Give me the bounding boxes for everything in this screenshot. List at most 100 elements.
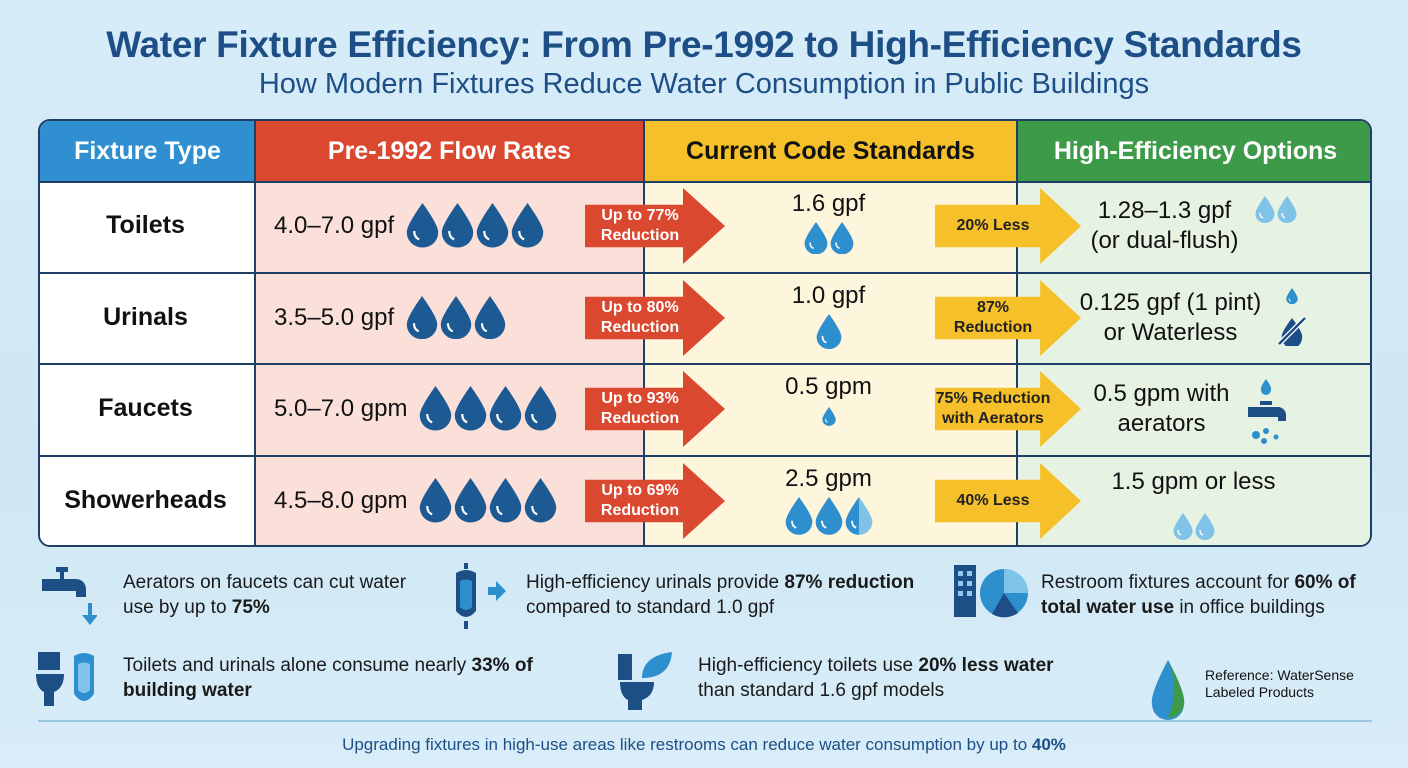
- drop-group: [804, 222, 854, 255]
- drop-group: [785, 497, 873, 535]
- water-drop-icon: [525, 478, 557, 523]
- arrow-text: Reduction: [600, 502, 680, 519]
- arrow-text: Up to 93%: [601, 390, 679, 407]
- divider: [254, 121, 256, 545]
- footer-divider: [38, 720, 1372, 722]
- fact-highlight: 75%: [231, 597, 270, 618]
- water-drop-icon: [785, 497, 812, 535]
- urinal-icon: [456, 563, 506, 629]
- he-value: aerators: [1117, 410, 1206, 437]
- header-fixture-type: Fixture Type: [40, 121, 255, 182]
- current-value: 2.5 gpm: [785, 465, 872, 492]
- water-drop-icon: [420, 386, 452, 431]
- current-value: 1.6 gpf: [791, 190, 866, 217]
- faucet-icon: [42, 567, 97, 625]
- fixture-name: Faucets: [98, 394, 193, 422]
- pre-value: 5.0–7.0 gpm: [274, 394, 408, 422]
- he-value: or Waterless: [1103, 319, 1238, 346]
- current-value: 0.5 gpm: [785, 373, 872, 400]
- fact-item: High-efficiency urinals provide 87% redu…: [526, 570, 936, 620]
- current-cell: 0.5 gpm: [642, 373, 1015, 433]
- he-cell: 1.28–1.3 gpf (or dual-flush): [1015, 196, 1372, 256]
- water-drop-icon: [455, 478, 487, 523]
- page-title: Water Fixture Efficiency: From Pre-1992 …: [106, 24, 1302, 65]
- divider: [40, 363, 1370, 365]
- water-drop-icon: [476, 203, 509, 248]
- fixture-name: Toilets: [106, 211, 185, 239]
- water-drop-icon: [1286, 288, 1298, 305]
- footer-note: Upgrading fixtures in high-use areas lik…: [0, 735, 1408, 755]
- water-drop-icon: [406, 203, 439, 248]
- reference-line: Reference: WaterSense: [1205, 667, 1354, 683]
- water-drop-icon: [440, 295, 472, 340]
- water-drop-icon: [455, 386, 487, 431]
- current-cell: 2.5 gpm: [642, 465, 1015, 542]
- arrow-text: Reduction: [600, 227, 680, 244]
- arrow-text: Reduction: [600, 319, 680, 336]
- water-drop-icon: [441, 203, 474, 248]
- building-pie-icon: [954, 565, 1028, 618]
- fixture-name: Showerheads: [64, 486, 227, 514]
- drop-group: [821, 407, 836, 426]
- arrow-text: Reduction: [600, 410, 680, 427]
- water-drop-icon: [406, 295, 438, 340]
- arrow-text: 75% Reduction: [935, 390, 1051, 407]
- water-drop-icon: [1255, 196, 1275, 223]
- arrow-text: Reduction: [953, 319, 1033, 336]
- water-drop-icon: [490, 386, 522, 431]
- water-drop-icon: [816, 314, 841, 350]
- arrow-text: 87%: [976, 299, 1010, 316]
- faucet-icon: [1247, 379, 1286, 444]
- arrow-text: Up to 69%: [601, 482, 679, 499]
- footer-highlight: 40%: [1031, 735, 1066, 754]
- fact-highlight: 33% of building water: [123, 655, 533, 701]
- fact-text: in office buildings: [1174, 597, 1325, 618]
- arrow-text: Up to 80%: [601, 299, 679, 316]
- current-cell: 1.0 gpf: [642, 282, 1015, 356]
- pre-value: 3.5–5.0 gpf: [274, 303, 395, 331]
- fact-highlight: 60% of total water use: [1041, 572, 1356, 618]
- page-subtitle: How Modern Fixtures Reduce Water Consump…: [258, 68, 1150, 100]
- current-cell: 1.6 gpf: [642, 190, 1015, 261]
- he-cell: 1.5 gpm or less: [1015, 467, 1372, 540]
- he-value: 0.5 gpm with: [1093, 380, 1230, 407]
- fact-text: compared to standard 1.0 gpf: [526, 597, 775, 618]
- reference-line: Labeled Products: [1205, 684, 1314, 700]
- fact-text: High-efficiency toilets use: [698, 655, 919, 676]
- water-drop-icon: [815, 497, 842, 535]
- water-drop-icon: [474, 295, 506, 340]
- divider: [40, 181, 1370, 183]
- header-high-efficiency: High-Efficiency Options: [1017, 121, 1370, 182]
- water-drop-icon: [490, 478, 522, 523]
- drop-group: [406, 295, 506, 340]
- water-drop-icon: [525, 386, 557, 431]
- water-drop-icon: [511, 203, 544, 248]
- fact-text: Restroom fixtures account for: [1041, 572, 1295, 593]
- drop-group: [1255, 196, 1297, 223]
- water-drop-icon: [1194, 513, 1215, 540]
- no-water-icon: [1277, 316, 1307, 347]
- drop-group: [816, 314, 842, 350]
- fact-item: Aerators on faucets can cut water use by…: [123, 570, 423, 620]
- he-cell: 0.5 gpm with aerators: [1015, 379, 1372, 445]
- he-cell: 0.125 gpf (1 pint) or Waterless: [1015, 288, 1372, 348]
- header-pre-1992: Pre-1992 Flow Rates: [255, 121, 644, 182]
- fact-text: High-efficiency urinals provide: [526, 572, 785, 593]
- toilet-leaf-icon: [618, 652, 672, 710]
- fact-item: Toilets and urinals alone consume nearly…: [123, 653, 543, 703]
- divider: [40, 455, 1370, 457]
- footer-text: Upgrading fixtures in high-use areas lik…: [342, 735, 1032, 754]
- arrow-text: 20% Less: [956, 217, 1030, 234]
- fact-highlight: 20% less water: [918, 655, 1054, 676]
- arrow-text: with Aerators: [942, 410, 1044, 427]
- watersense-logo: [1151, 660, 1185, 720]
- pre-value: 4.0–7.0 gpf: [274, 211, 395, 239]
- drop-group: [406, 203, 544, 248]
- drop-group: [419, 386, 557, 431]
- fact-text: Toilets and urinals alone consume nearly: [123, 655, 472, 676]
- water-drop-icon: [1277, 196, 1297, 223]
- fact-highlight: 87% reduction: [784, 572, 915, 593]
- drop-group: [1172, 513, 1215, 540]
- pre-value: 4.5–8.0 gpm: [274, 486, 408, 514]
- current-value: 1.0 gpf: [791, 282, 866, 309]
